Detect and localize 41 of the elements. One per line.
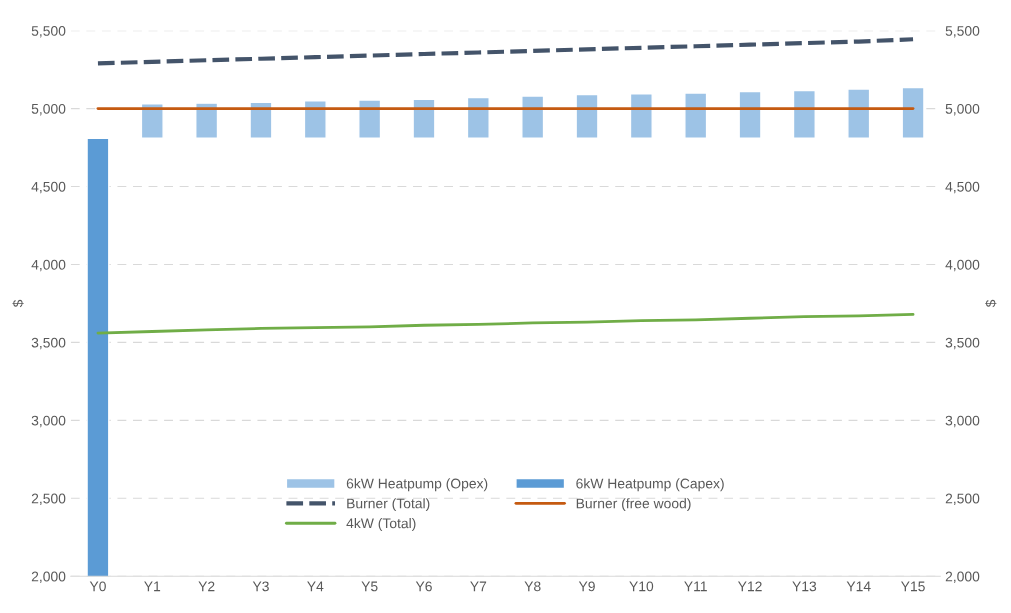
y-tick-label: 2,000 <box>31 571 66 584</box>
x-tick-label: Y15 <box>901 581 925 592</box>
x-tick-label: Y10 <box>629 581 654 592</box>
legend-label: 6kW Heatpump (Opex) <box>346 478 488 492</box>
x-tick-label: Y7 <box>470 581 487 592</box>
y-tick-label: 5,000 <box>31 103 66 116</box>
line-series <box>95 37 916 66</box>
x-tick-label: Y1 <box>144 581 161 592</box>
line-series <box>96 312 915 335</box>
x-tick-label: Y8 <box>524 581 541 592</box>
y-tick-label: 5,500 <box>31 25 66 38</box>
y-tick-label: 3,500 <box>31 337 66 350</box>
y-tick-label: 4,000 <box>31 259 66 272</box>
y-tick-label: 3,000 <box>31 415 66 428</box>
y2-tick-label: 4,500 <box>945 181 980 194</box>
y2-axis-title: $ <box>985 299 997 308</box>
legend-label: Burner (free wood) <box>576 498 691 512</box>
y2-tick-label: 2,000 <box>945 571 980 584</box>
y2-tick-label: 3,500 <box>945 337 980 350</box>
x-tick-label: Y6 <box>415 581 432 592</box>
x-tick-label: Y11 <box>684 581 707 592</box>
x-tick-label: Y5 <box>361 581 378 592</box>
x-tick-label: Y12 <box>737 581 762 592</box>
y2-tick-label: 5,500 <box>945 25 980 38</box>
x-tick-label: Y2 <box>198 581 215 592</box>
y2-tick-label: 4,000 <box>945 259 980 272</box>
legend-label: 6kW Heatpump (Capex) <box>576 478 724 492</box>
y2-tick-label: 2,500 <box>945 493 980 506</box>
x-tick-label: Y9 <box>578 581 595 592</box>
legend-label: Burner (Total) <box>347 498 430 512</box>
x-tick-label: Y4 <box>307 581 324 592</box>
y2-tick-label: 3,000 <box>945 415 980 428</box>
y-tick-label: 2,500 <box>31 493 66 506</box>
y2-tick-label: 5,000 <box>945 103 980 116</box>
y-tick-label: 4,500 <box>31 181 66 194</box>
x-tick-label: Y0 <box>89 581 106 592</box>
y-axis-title: $ <box>12 299 24 308</box>
x-tick-label: Y13 <box>792 581 817 592</box>
x-tick-label: Y14 <box>846 581 871 592</box>
legend-label: 4kW (Total) <box>346 518 416 531</box>
x-tick-label: Y3 <box>252 581 269 592</box>
